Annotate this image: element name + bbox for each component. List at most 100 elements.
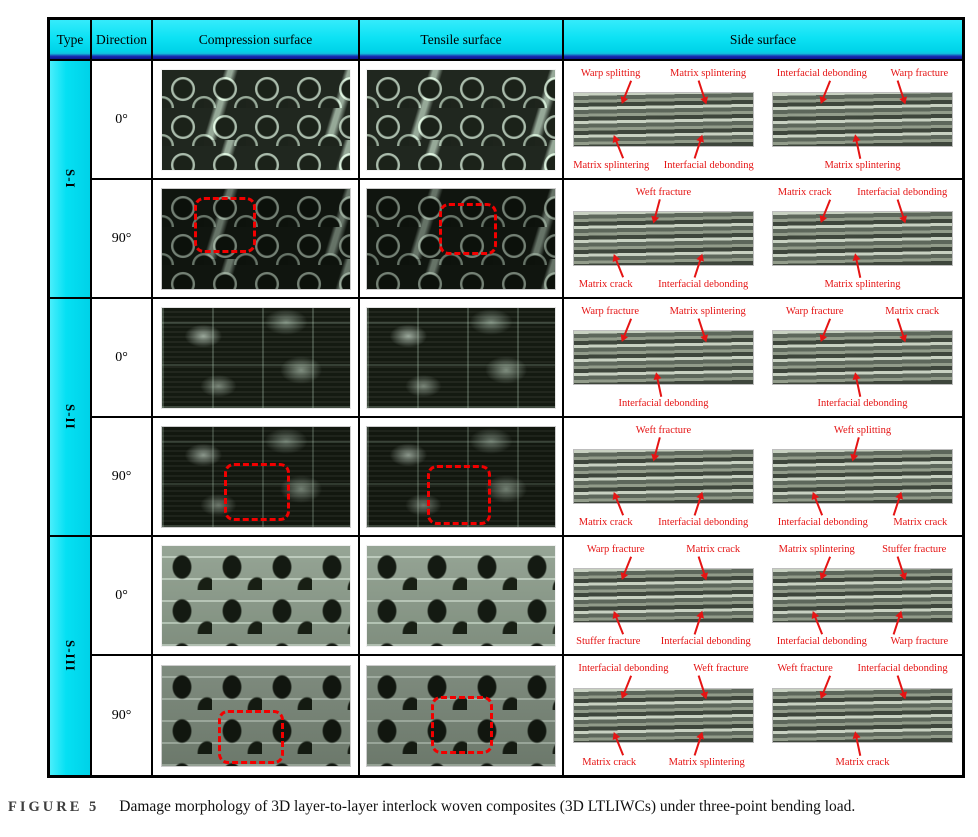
annotation-label: Matrix splintering xyxy=(778,544,855,555)
direction-label: 90° xyxy=(111,468,132,484)
tensile-photo xyxy=(366,68,556,171)
figure-caption-text: Damage morphology of 3D layer-to-layer i… xyxy=(119,798,856,815)
annotation-label: Interfacial debonding xyxy=(817,398,908,409)
direction-label: 90° xyxy=(111,707,132,723)
annotation-arrow xyxy=(896,199,906,221)
side-panel: Weft fracture Matrix crack Interfacial d… xyxy=(564,418,763,535)
annotation-arrow xyxy=(697,318,707,340)
tensile-cell xyxy=(360,299,564,418)
annotation-labels-bottom: Matrix crack Matrix splintering xyxy=(566,755,761,770)
figure-caption-label: FIGURE 5 xyxy=(8,799,100,815)
annotation-label: Matrix splintering xyxy=(824,279,901,290)
compression-cell xyxy=(153,656,360,775)
annotation-label: Matrix crack xyxy=(686,544,741,555)
annotation-label: Warp fracture xyxy=(890,68,949,79)
table-header-row: Type Direction Compression surface Tensi… xyxy=(50,20,962,61)
direction-label: 90° xyxy=(111,230,132,246)
type-label: S-II xyxy=(63,404,78,430)
compression-cell xyxy=(153,537,360,656)
annotation-labels-top: Warp fracture Matrix crack xyxy=(765,304,960,319)
side-panel: Weft fracture Matrix crack Interfacial d… xyxy=(564,180,763,297)
annotation-arrow xyxy=(854,375,861,397)
highlight-box xyxy=(217,709,284,764)
table-group-s1: S-I 0° Warp splitting Matrix splintering… xyxy=(50,61,962,299)
annotation-label: Interfacial debonding xyxy=(660,636,751,647)
annotation-label: Matrix crack xyxy=(578,517,633,528)
side-panel: Weft fracture Interfacial debonding Matr… xyxy=(763,656,962,775)
annotation-label: Interfacial debonding xyxy=(658,279,749,290)
side-panel: Warp fracture Matrix crack Stuffer fract… xyxy=(564,537,763,654)
tensile-photo xyxy=(366,187,556,290)
side-panel: Interfacial debonding Warp fracture Matr… xyxy=(763,61,962,178)
annotation-labels-top: Weft fracture xyxy=(566,185,761,200)
side-panel: Warp fracture Matrix crack Interfacial d… xyxy=(763,299,962,416)
annotation-arrow xyxy=(854,137,861,159)
annotation-label: Interfacial debonding xyxy=(857,663,948,674)
annotation-arrow xyxy=(896,556,906,578)
annotation-label: Matrix splintering xyxy=(824,160,901,171)
annotation-label: Matrix crack xyxy=(582,757,637,768)
highlight-box xyxy=(439,202,497,255)
side-panel: Warp splitting Matrix splintering Matrix… xyxy=(564,61,763,178)
highlight-box xyxy=(223,462,290,521)
annotation-label: Weft fracture xyxy=(635,187,692,198)
header-label: Type xyxy=(56,31,84,47)
side-panel: Warp fracture Matrix splintering Interfa… xyxy=(564,299,763,416)
annotation-arrow xyxy=(697,675,707,697)
annotation-label: Weft fracture xyxy=(777,663,833,674)
compression-cell xyxy=(153,180,360,299)
type-label: S-III xyxy=(63,640,78,672)
side-photo xyxy=(772,568,953,623)
table-group-s2: S-II 0° Warp fracture Matrix splintering… xyxy=(50,299,962,537)
tensile-photo xyxy=(366,544,556,647)
annotation-label: Interfacial debonding xyxy=(776,636,867,647)
tensile-cell xyxy=(360,656,564,775)
annotation-label: Matrix crack xyxy=(578,279,633,290)
compression-photo xyxy=(160,664,351,767)
direction-cell: 0° xyxy=(92,537,153,656)
side-cell: Weft fracture Matrix crack Interfacial d… xyxy=(564,180,962,299)
direction-cell: 90° xyxy=(92,180,153,299)
annotation-labels-bottom: Matrix splintering xyxy=(765,277,960,292)
annotation-arrow xyxy=(896,675,906,697)
annotation-labels-bottom: Interfacial debonding xyxy=(765,396,960,411)
side-photo xyxy=(772,330,953,385)
annotation-labels-bottom: Stuffer fracture Interfacial debonding xyxy=(566,634,761,649)
header-cell-side: Side surface xyxy=(564,20,962,61)
annotation-label: Matrix crack xyxy=(893,517,948,528)
annotation-labels-bottom: Matrix crack Interfacial debonding xyxy=(566,277,761,292)
annotation-label: Stuffer fracture xyxy=(882,544,947,555)
compression-photo xyxy=(160,544,351,647)
annotation-label: Weft splitting xyxy=(833,425,892,436)
tensile-photo xyxy=(366,306,556,409)
annotation-label: Warp fracture xyxy=(890,636,949,647)
annotation-labels-bottom: Interfacial debonding xyxy=(566,396,761,411)
annotation-label: Warp fracture xyxy=(586,544,645,555)
direction-cell: 0° xyxy=(92,61,153,180)
side-photo xyxy=(573,330,754,385)
side-photo xyxy=(573,568,754,623)
type-cell: S-I xyxy=(50,61,92,299)
side-photo xyxy=(772,92,953,147)
side-photo xyxy=(772,449,953,504)
side-photo xyxy=(772,688,953,743)
highlight-box xyxy=(431,695,493,754)
type-cell: S-II xyxy=(50,299,92,537)
table-group-s3: S-III 0° Warp fracture Matrix crack Stuf… xyxy=(50,537,962,775)
side-cell: Warp fracture Matrix splintering Interfa… xyxy=(564,299,962,418)
annotation-labels-bottom: Matrix splintering xyxy=(765,158,960,173)
annotation-labels-top: Weft splitting xyxy=(765,423,960,438)
annotation-label: Weft fracture xyxy=(693,663,749,674)
annotation-label: Interfacial debonding xyxy=(663,160,754,171)
side-cell: Warp splitting Matrix splintering Matrix… xyxy=(564,61,962,180)
side-panel: Matrix crack Interfacial debonding Matri… xyxy=(763,180,962,297)
annotation-arrow xyxy=(854,734,861,756)
compression-photo xyxy=(160,68,351,171)
annotation-labels-bottom: Interfacial debonding Warp fracture xyxy=(765,634,960,649)
header-label: Compression surface xyxy=(198,31,313,47)
direction-cell: 90° xyxy=(92,418,153,537)
annotation-arrow xyxy=(896,80,906,102)
tensile-cell xyxy=(360,537,564,656)
side-photo xyxy=(573,211,754,266)
compression-cell xyxy=(153,418,360,537)
